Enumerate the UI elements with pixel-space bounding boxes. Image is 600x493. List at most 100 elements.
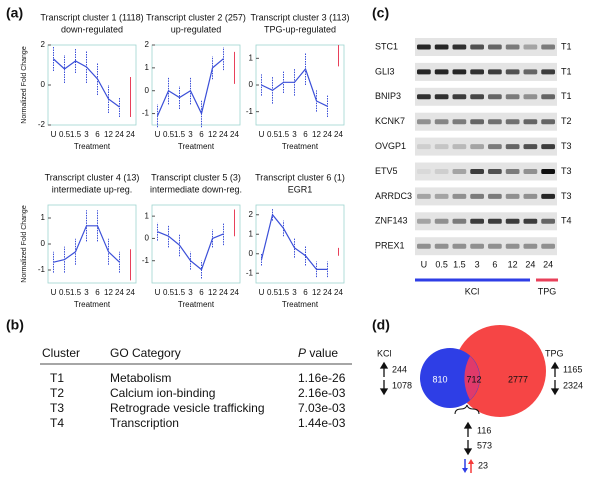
- y-tick-label: 0: [145, 86, 150, 95]
- band: [417, 243, 431, 249]
- band: [470, 218, 484, 224]
- tpg-circle: [454, 325, 546, 417]
- class-label: T1: [561, 41, 572, 51]
- band: [470, 243, 484, 249]
- y-tick-label: 0: [249, 249, 254, 258]
- gene-label: KCNK7: [375, 116, 405, 126]
- panel-label: (c): [372, 5, 389, 21]
- gel-strip: [415, 137, 557, 156]
- x-tick-label: 0.5: [163, 130, 175, 139]
- gel-strip: [415, 87, 557, 106]
- overlap: [464, 356, 480, 400]
- band: [452, 193, 467, 199]
- chart-subtitle: intermediate down-reg.: [150, 184, 242, 194]
- y-tick-label: 1: [145, 211, 150, 220]
- x-tick-label: 24: [115, 130, 124, 139]
- gene-label: BNIP3: [375, 91, 401, 101]
- x-axis-label: Treatment: [178, 142, 215, 151]
- count-up: 116: [477, 425, 491, 435]
- band: [417, 44, 431, 50]
- x-axis-label: Treatment: [178, 300, 215, 309]
- band: [452, 69, 467, 75]
- table-header: GO Category: [110, 346, 181, 360]
- band: [488, 119, 502, 125]
- lane-label: 0.5: [435, 259, 448, 269]
- gel-strip: [415, 187, 557, 206]
- plot-frame: [255, 204, 345, 284]
- table-header: Cluster: [42, 346, 80, 360]
- count-opposite: 23: [478, 460, 488, 470]
- lane-label: 24: [543, 259, 553, 269]
- x-tick-label: 6: [199, 288, 204, 297]
- band: [541, 169, 555, 174]
- chart-subtitle: intermediate up-reg.: [52, 184, 133, 194]
- gel-strip: [415, 62, 557, 81]
- group-label: KCl: [465, 286, 480, 296]
- y-tick-label: 0: [145, 234, 150, 243]
- band: [505, 218, 520, 224]
- band: [505, 144, 520, 150]
- table-cell: T4: [50, 416, 64, 430]
- band: [505, 119, 520, 125]
- x-tick-label: 6: [95, 130, 100, 139]
- band: [417, 94, 431, 100]
- header-italic: P: [298, 346, 306, 360]
- x-tick-label: 24: [334, 288, 343, 297]
- band: [505, 193, 520, 199]
- x-tick-label: 0.5: [163, 288, 175, 297]
- x-tick-label: U: [155, 130, 161, 139]
- band: [470, 69, 484, 75]
- band: [470, 193, 484, 199]
- gene-label: ETV5: [375, 166, 398, 176]
- band: [541, 193, 555, 199]
- band: [434, 169, 449, 174]
- band: [541, 94, 555, 100]
- gel-strip: [415, 162, 557, 181]
- chart-title: Transcript cluster 1 (1118): [40, 12, 143, 22]
- chart-subtitle: EGR1: [288, 184, 313, 194]
- chart-title: Transcript cluster 5 (3): [151, 172, 241, 182]
- x-tick-label: 3: [84, 130, 89, 139]
- gel-strip: [415, 237, 557, 256]
- y-tick-label: -1: [246, 268, 254, 277]
- x-tick-label: 0.5: [59, 130, 71, 139]
- gene-label: GLI3: [375, 66, 395, 76]
- x-tick-label: 12: [104, 130, 113, 139]
- x-tick-label: 0.5: [59, 288, 71, 297]
- chart-title: Transcript cluster 4 (13): [45, 172, 140, 182]
- y-tick-label: 2: [41, 40, 46, 49]
- x-tick-label: 6: [199, 130, 204, 139]
- y-tick-label: 2: [249, 210, 254, 219]
- chart-title: Transcript cluster 6 (1): [255, 172, 345, 182]
- band: [505, 94, 520, 100]
- y-tick-label: 2: [145, 40, 150, 49]
- x-tick-label: U: [51, 288, 57, 297]
- count-up: 1165: [563, 364, 582, 374]
- table-cell: 7.03e-03: [298, 401, 346, 415]
- lane-label: 6: [492, 259, 497, 269]
- band: [488, 94, 502, 100]
- band: [505, 69, 520, 75]
- opposite-arrows: [462, 459, 474, 473]
- table-cell: T1: [50, 371, 64, 385]
- y-tick-label: -1: [142, 109, 150, 118]
- set-label: KCl: [377, 348, 392, 358]
- band: [470, 119, 484, 125]
- chart-subtitle: down-regulated: [61, 24, 123, 34]
- panel-label: (b): [6, 317, 24, 333]
- band: [434, 69, 449, 75]
- panel-label: (a): [6, 5, 23, 21]
- x-tick-label: 24: [230, 130, 239, 139]
- x-tick-label: 12: [208, 130, 217, 139]
- gel-strip: [415, 38, 557, 56]
- plot-frame: [151, 44, 241, 126]
- band: [417, 119, 431, 125]
- chart-subtitle: TPG-up-regulated: [264, 24, 336, 34]
- x-tick-label: 24: [230, 288, 239, 297]
- x-axis-label: Treatment: [282, 300, 319, 309]
- band: [523, 94, 538, 100]
- class-label: T3: [561, 191, 572, 201]
- x-tick-label: 3: [84, 288, 89, 297]
- header-text: value: [309, 346, 338, 360]
- x-axis-label: Treatment: [74, 142, 111, 151]
